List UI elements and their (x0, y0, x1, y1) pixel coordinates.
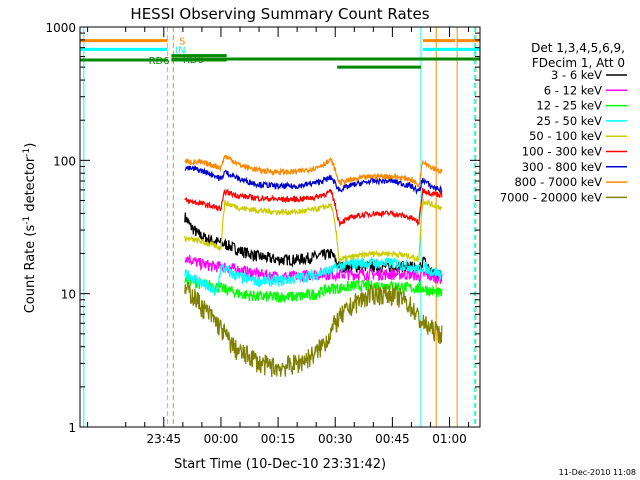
state-bar-label-rd6: RD6 (149, 56, 170, 67)
series-line (184, 187, 443, 228)
legend-entry-label: 300 - 800 keV (522, 160, 602, 174)
series-line (184, 274, 443, 303)
chart-title: HESSI Observing Summary Count Rates (130, 5, 429, 23)
y-tick-label: 1 (68, 421, 76, 435)
state-bar-label-s: S (179, 37, 185, 48)
x-axis-label: Start Time (10-Dec-10 23:31:42) (174, 457, 386, 472)
legend-entry-label: 100 - 300 keV (522, 145, 602, 159)
legend-header-line-2: FDecim 1, Att 0 (532, 56, 625, 70)
plot-frame (79, 26, 481, 428)
y-axis-label-sup1: -1 (22, 216, 32, 225)
legend-entry-label: 6 - 12 keV (544, 83, 602, 97)
x-tick-label: 23:45 (147, 432, 182, 446)
series-line (184, 154, 443, 188)
legend-entry-label: 12 - 25 keV (536, 99, 602, 113)
y-axis-label-mid: detector (23, 156, 38, 216)
y-tick-label: 1000 (45, 21, 76, 35)
plot-layer: SINRD0RD6 (80, 27, 480, 427)
axes: 1 10 100 1000 23:45 00:00 00:15 00:30 00:45 01:00 (45, 21, 480, 446)
x-tick-label: 00:45 (375, 432, 410, 446)
y-axis-label-sup2: -1 (22, 148, 32, 157)
legend-entry-label: 800 - 7000 keV (514, 175, 602, 189)
timestamp: 11-Dec-2010 11:08 (559, 468, 636, 477)
legend-entry-label: 50 - 100 keV (529, 129, 602, 143)
state-bar-label-in: IN (175, 45, 185, 56)
y-axis-label: Count Rate (s-1 detector-1) (22, 143, 38, 314)
x-tick-label: 01:00 (432, 432, 467, 446)
series-line (184, 164, 443, 195)
legend-entry-label: 3 - 6 keV (551, 68, 602, 82)
series-line (184, 281, 443, 378)
legend: Det 1,3,4,5,6,9, FDecim 1, Att 0 3 - 6 k… (500, 41, 627, 204)
x-tick-label: 00:00 (204, 432, 239, 446)
x-tick-label: 00:15 (261, 432, 296, 446)
y-tick-label: 100 (53, 154, 76, 168)
y-tick-label: 10 (61, 288, 76, 302)
legend-entry-label: 25 - 50 keV (536, 114, 602, 128)
legend-entry-label: 7000 - 20000 keV (500, 190, 602, 204)
series-line (184, 256, 443, 296)
series-line (184, 198, 443, 263)
x-tick-label: 00:30 (318, 432, 353, 446)
y-axis-label-end: ) (23, 143, 38, 148)
y-axis-label-main: Count Rate (s (23, 225, 38, 314)
legend-header-line-1: Det 1,3,4,5,6,9, (531, 41, 625, 55)
